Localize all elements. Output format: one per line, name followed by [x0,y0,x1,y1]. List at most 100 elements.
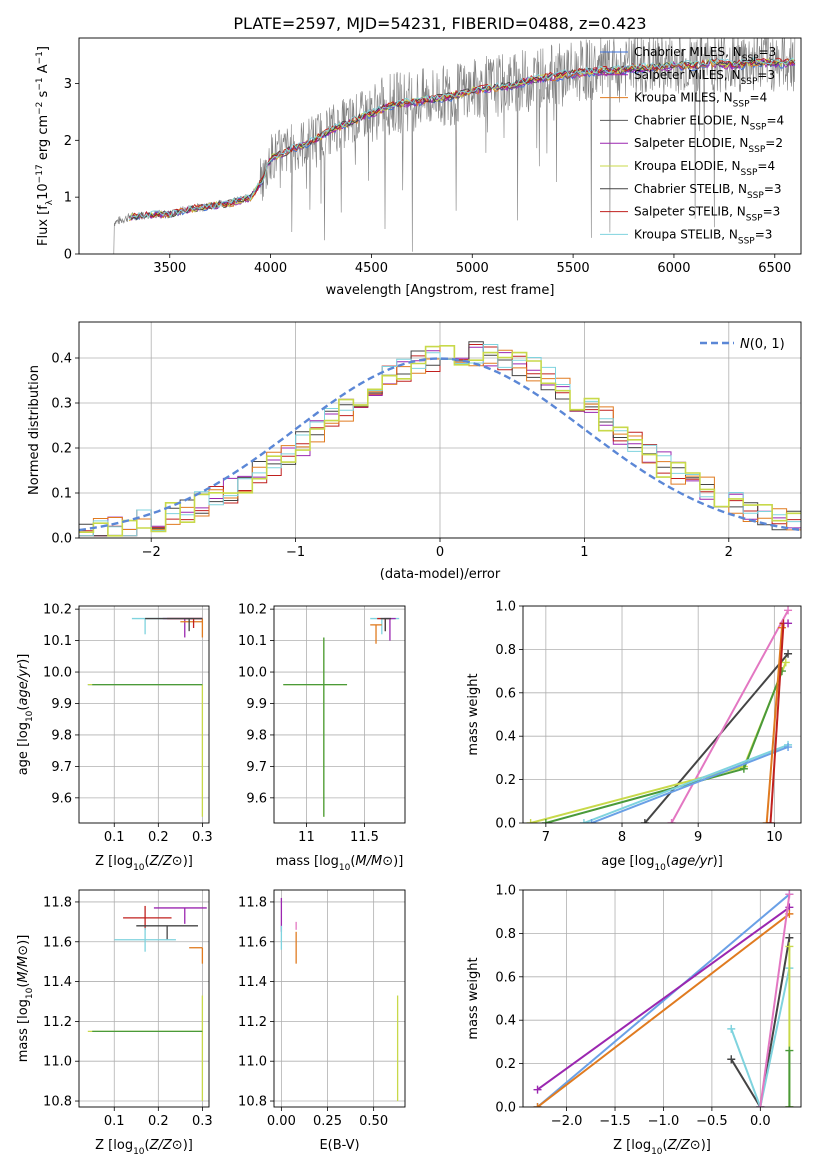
y-tick-label: 11.6 [238,935,267,950]
histogram-2 [79,341,801,537]
weight-line-3 [730,937,791,1107]
axis-label: Z [log10(Z/Z⊙)] [95,854,193,873]
x-axis-label: (data-model)/error [380,567,501,582]
y-axis-label: mass weight [466,673,481,755]
y-tick-label: 11.0 [238,1055,267,1070]
spectrum-legend: Chabrier MILES, NSSP=3 Salpeter MILES, NS… [600,45,784,246]
weight-point [785,1103,794,1107]
y-tick-label: 0.4 [495,730,516,745]
x-axis-label: wavelength [Angstrom, rest frame] [326,283,555,298]
x-tick-label: 0.1 [104,1114,125,1129]
y-tick-label: 0.6 [495,970,516,985]
y-tick-label: 0.2 [495,1057,516,1072]
y-tick-label: 0.4 [51,352,72,367]
y-tick-label: 11.4 [238,975,267,990]
y-tick-label: 11.8 [43,895,72,910]
y-tick-label: 0.2 [495,773,516,788]
y-tick-label: 0.0 [495,817,516,832]
weight-point [785,890,794,899]
weight-point [784,606,793,615]
weight-line-5 [591,746,789,823]
axes-frame [273,605,406,824]
y-tick-label: 0.0 [495,1101,516,1116]
axes-frame [522,605,802,824]
weight-line-1 [536,906,790,1091]
weight-point [756,1103,765,1107]
x-tick-label: −1 [286,545,305,560]
y-tick-label: 9.7 [246,760,267,775]
histogram-4 [79,344,801,537]
x-tick-label: 7 [542,830,550,845]
x-tick-label: 0.1 [104,830,125,845]
y-tick-label: 2 [64,134,72,149]
weight-point [526,819,535,823]
y-tick-label: 10.1 [238,634,267,649]
x-tick-label: 11 [298,830,315,845]
x-tick-label: 0.00 [267,1114,296,1129]
weight-point [533,1103,542,1107]
legend-entry: Kroupa STELIB, NSSP=3 [634,227,772,246]
y-tick-label: 10.0 [43,666,72,681]
y-tick-label: 0.2 [51,442,72,457]
y-tick-label: 9.6 [246,791,267,806]
y-tick-label: 0.1 [51,487,72,502]
x-tick-label: 4000 [254,261,287,276]
plot-area [274,606,405,823]
y-tick-label: 1 [64,191,72,206]
x-tick-label: 1 [580,545,588,560]
y-tick-label: 9.9 [246,697,267,712]
axis-label: Z [log10(Z/Z⊙)] [95,1138,193,1157]
axes-frame [78,889,210,1108]
plot-area [79,322,801,538]
axes-frame [78,37,802,255]
x-tick-label: 0.3 [192,1114,213,1129]
weight-point [785,942,794,951]
y-tick-label: 10.0 [238,666,267,681]
y-tick-label: 0 [64,248,72,263]
weight-line-2 [536,913,791,1107]
chart-weight_vs_age: 7 8 9 10 0.0 0.2 0.4 0.6 0.8 1.0 age [log10(age/yr… [466,600,802,873]
weight-point [727,1055,736,1064]
chart-residuals: −2 −1 0 1 2 0.0 0.1 0.2 0.3 0.4 (data-model)/error… [27,321,802,582]
weight-line-5 [759,894,791,1107]
y-tick-label: 10.1 [43,634,72,649]
weight-line-4 [730,967,791,1107]
x-tick-label: −2.0 [551,1114,583,1129]
y-tick-label: 10.8 [238,1095,267,1110]
weight-point [762,819,771,823]
weight-point [579,819,588,823]
x-tick-label: 5000 [456,261,489,276]
x-tick-label: 8 [618,830,626,845]
weight-line-0 [644,653,789,823]
weight-point [587,819,596,823]
chart-age_vs_mass: 11 11.5 9.6 9.7 9.8 9.9 10.0 10.1 10.2 mass [log1… [238,603,406,873]
plot-area [113,38,796,254]
legend-entry: Kroupa ELODIE, NSSP=4 [634,159,775,178]
y-tick-label: 1.0 [495,884,516,899]
y-tick-label: 11.0 [43,1055,72,1070]
plot-area [274,890,405,1107]
model-spectrum-8 [129,56,796,221]
y-tick-label: 3 [64,77,72,92]
y-tick-label: 9.8 [51,728,72,743]
x-tick-label: 0.25 [313,1114,342,1129]
weight-line-4 [583,743,789,823]
y-tick-label: 0.6 [495,686,516,701]
legend-entry: N(0, 1) [740,337,785,352]
y-tick-label: 9.9 [51,697,72,712]
weight-point [785,1046,794,1055]
weight-line-1 [670,609,789,823]
y-axis-label: Normed distribution [27,365,42,495]
y-tick-label: 11.6 [43,935,72,950]
weight-point [784,743,793,752]
histogram-5 [79,345,801,537]
model-spectrum-7 [129,57,796,219]
plot-area [79,606,209,823]
model-spectrum-3 [129,59,796,221]
y-tick-label: 1.0 [495,600,516,615]
chart-mass_vs_Z: 0.1 0.2 0.3 10.8 11.0 11.2 11.4 11.6 11.8 Z [log1… [16,889,213,1157]
axis-label: age [log10(age/yr)] [601,854,723,873]
chart-spectrum: 3500 4000 4500 5000 5500 6000 6500 0 1 2 3 waveleng… [35,37,802,298]
x-tick-label: 0.2 [148,830,169,845]
y-tick-label: 0.8 [495,643,516,658]
